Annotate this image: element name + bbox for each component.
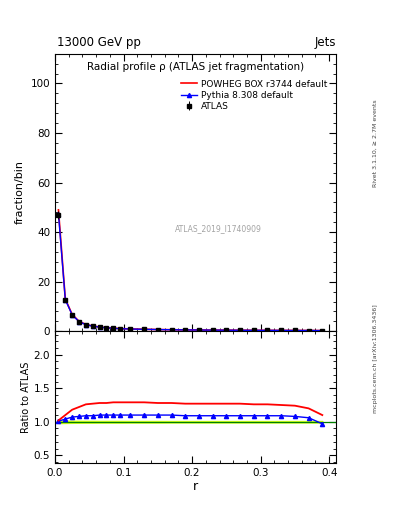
POWHEG BOX r3744 default — [210, 327, 215, 333]
POWHEG BOX r3744 default — [252, 327, 256, 333]
Pythia 8.308 default — [111, 325, 116, 331]
POWHEG BOX r3744 default — [265, 327, 270, 333]
Pythia 8.308 default — [97, 324, 102, 330]
Pythia 8.308 default — [265, 327, 270, 333]
Text: ATLAS_2019_I1740909: ATLAS_2019_I1740909 — [174, 224, 261, 233]
Pythia 8.308 default — [83, 322, 88, 328]
POWHEG BOX r3744 default — [63, 296, 68, 302]
Y-axis label: Ratio to ATLAS: Ratio to ATLAS — [21, 361, 31, 433]
POWHEG BOX r3744 default — [118, 326, 123, 332]
Pythia 8.308 default — [90, 323, 95, 329]
Pythia 8.308 default — [118, 326, 123, 332]
Pythia 8.308 default — [77, 318, 81, 325]
Pythia 8.308 default — [306, 328, 311, 334]
Pythia 8.308 default — [128, 326, 133, 332]
Pythia 8.308 default — [238, 327, 242, 333]
POWHEG BOX r3744 default — [238, 327, 242, 333]
Legend: POWHEG BOX r3744 default, Pythia 8.308 default, ATLAS: POWHEG BOX r3744 default, Pythia 8.308 d… — [179, 78, 329, 113]
Pythia 8.308 default — [320, 328, 325, 334]
Pythia 8.308 default — [70, 312, 75, 318]
Pythia 8.308 default — [224, 327, 229, 333]
Pythia 8.308 default — [156, 327, 160, 333]
Text: Rivet 3.1.10, ≥ 2.7M events: Rivet 3.1.10, ≥ 2.7M events — [373, 99, 378, 187]
POWHEG BOX r3744 default — [56, 207, 61, 213]
Pythia 8.308 default — [183, 327, 187, 333]
X-axis label: r: r — [193, 480, 198, 493]
POWHEG BOX r3744 default — [156, 327, 160, 333]
Pythia 8.308 default — [56, 210, 61, 217]
POWHEG BOX r3744 default — [279, 327, 283, 333]
POWHEG BOX r3744 default — [104, 325, 109, 331]
POWHEG BOX r3744 default — [142, 326, 147, 332]
POWHEG BOX r3744 default — [224, 327, 229, 333]
Pythia 8.308 default — [292, 327, 297, 333]
POWHEG BOX r3744 default — [111, 325, 116, 331]
Y-axis label: fraction/bin: fraction/bin — [15, 160, 25, 224]
Line: Pythia 8.308 default: Pythia 8.308 default — [56, 211, 324, 333]
Pythia 8.308 default — [142, 326, 147, 332]
POWHEG BOX r3744 default — [169, 327, 174, 333]
POWHEG BOX r3744 default — [292, 327, 297, 333]
Pythia 8.308 default — [63, 296, 68, 303]
Text: mcplots.cern.ch [arXiv:1306.3436]: mcplots.cern.ch [arXiv:1306.3436] — [373, 304, 378, 413]
POWHEG BOX r3744 default — [306, 327, 311, 333]
Pythia 8.308 default — [169, 327, 174, 333]
Text: 13000 GeV pp: 13000 GeV pp — [57, 36, 141, 49]
POWHEG BOX r3744 default — [90, 323, 95, 329]
Line: POWHEG BOX r3744 default: POWHEG BOX r3744 default — [59, 210, 322, 331]
Text: Radial profile ρ (ATLAS jet fragmentation): Radial profile ρ (ATLAS jet fragmentatio… — [87, 62, 304, 72]
POWHEG BOX r3744 default — [77, 318, 81, 325]
POWHEG BOX r3744 default — [320, 328, 325, 334]
Pythia 8.308 default — [210, 327, 215, 333]
POWHEG BOX r3744 default — [128, 326, 133, 332]
POWHEG BOX r3744 default — [83, 322, 88, 328]
POWHEG BOX r3744 default — [97, 324, 102, 330]
Text: Jets: Jets — [314, 36, 336, 49]
POWHEG BOX r3744 default — [70, 311, 75, 317]
POWHEG BOX r3744 default — [183, 327, 187, 333]
Pythia 8.308 default — [196, 327, 201, 333]
Pythia 8.308 default — [252, 327, 256, 333]
Pythia 8.308 default — [104, 325, 109, 331]
Pythia 8.308 default — [279, 327, 283, 333]
POWHEG BOX r3744 default — [196, 327, 201, 333]
